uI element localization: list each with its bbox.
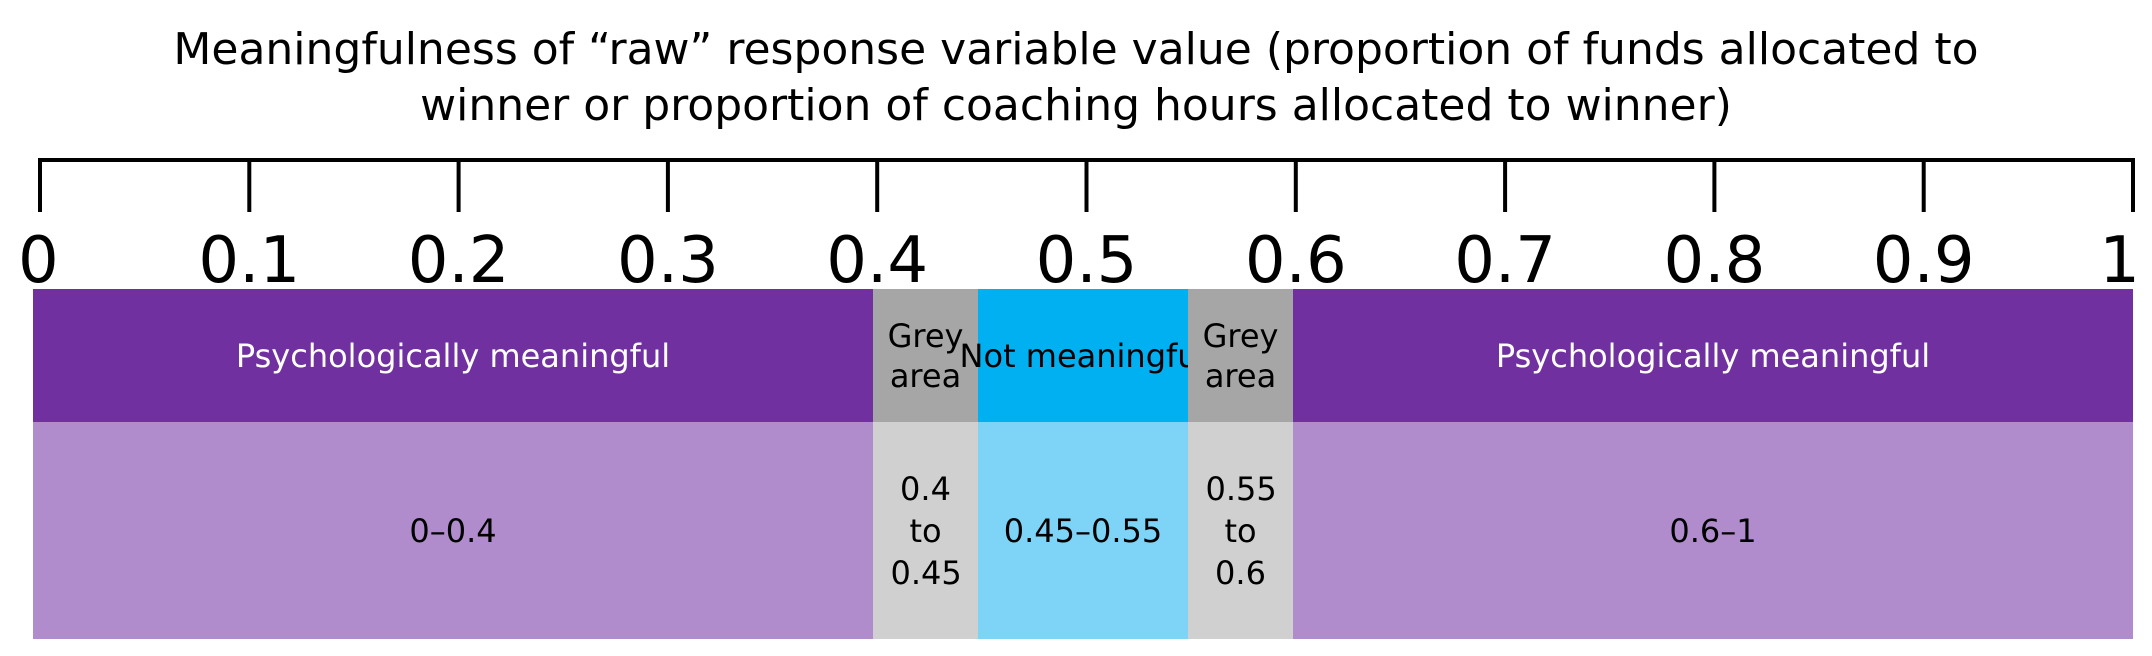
scale-tick-label: 0.6 bbox=[1245, 224, 1347, 298]
scale-tick-labels: 0 0.1 0.2 0.3 0.4 0.5 0.6 0.7 0.8 0.9 1 bbox=[18, 224, 2140, 298]
scale-tick-label: 1 bbox=[2099, 224, 2140, 298]
meaningfulness-zones: Psychologically meaningful 0–0.4 Grey area… bbox=[0, 289, 2152, 639]
zone-range-label: 0.4 to 0.45 bbox=[890, 469, 962, 592]
title-line-1: Meaningfulness of “raw” response variabl… bbox=[173, 24, 1979, 75]
scale-ticks bbox=[38, 158, 2135, 212]
scale-tick-label: 0.2 bbox=[408, 224, 510, 298]
zone-range-cell: 0.6–1 bbox=[1293, 422, 2133, 639]
scale-tick-label: 0 bbox=[18, 224, 59, 298]
zone-range-label: 0.55 to 0.6 bbox=[1205, 469, 1277, 592]
scale-tick-label: 0.7 bbox=[1454, 224, 1556, 298]
zone-range-cell: 0.55 to 0.6 bbox=[1188, 422, 1293, 639]
diagram-title: Meaningfulness of “raw” response variabl… bbox=[0, 22, 2152, 134]
zone-header: Not meaningful bbox=[960, 289, 1206, 422]
zone-header: Grey area bbox=[1188, 289, 1293, 422]
scale-axis: 0 0.1 0.2 0.3 0.4 0.5 0.6 0.7 0.8 0.9 1 bbox=[18, 158, 2140, 298]
zone-header: Grey area bbox=[873, 289, 978, 422]
zone-range-label: 0.45–0.55 bbox=[1003, 511, 1163, 550]
scale-tick-label: 0.8 bbox=[1664, 224, 1766, 298]
zone-header: Psychologically meaningful bbox=[1293, 289, 2133, 422]
zone-label: Psychologically meaningful bbox=[235, 336, 671, 375]
zone-range-label: 0.6–1 bbox=[1669, 511, 1757, 550]
scale-tick-label: 0.3 bbox=[617, 224, 719, 298]
zone-range-cell: 0.4 to 0.45 bbox=[873, 422, 978, 639]
zone-range-cell: 0–0.4 bbox=[33, 422, 873, 639]
zone-range-cell: 0.45–0.55 bbox=[978, 422, 1188, 639]
zone-label: Psychologically meaningful bbox=[1495, 336, 1931, 375]
scale-tick-label: 0.1 bbox=[198, 224, 300, 298]
zone-header: Psychologically meaningful bbox=[33, 289, 873, 422]
title-line-2: winner or proportion of coaching hours a… bbox=[420, 80, 1732, 131]
zone-label: Grey area bbox=[1202, 316, 1279, 395]
zone-label: Not meaningful bbox=[959, 336, 1207, 375]
scale-tick-label: 0.5 bbox=[1036, 224, 1138, 298]
scale-tick-label: 0.9 bbox=[1873, 224, 1975, 298]
zone-label: Grey area bbox=[887, 316, 964, 395]
scale-tick-label: 0.4 bbox=[826, 224, 928, 298]
zone-range-label: 0–0.4 bbox=[409, 511, 497, 550]
